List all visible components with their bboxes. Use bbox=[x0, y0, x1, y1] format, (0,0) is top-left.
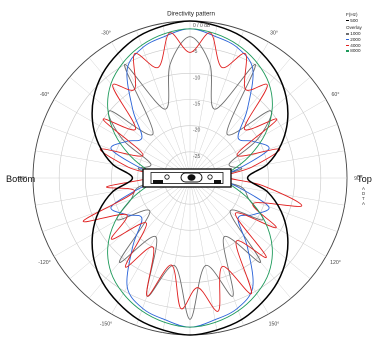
chart-text: Directivity pattern Bottom Top 0 / 0 dB -… bbox=[6, 11, 372, 328]
series-line-500 bbox=[91, 20, 289, 336]
angle-tick-label: 60° bbox=[332, 92, 340, 98]
legend-main-series: 500 bbox=[346, 18, 382, 24]
device-terminal-right bbox=[214, 180, 221, 184]
side-note-letter: T bbox=[362, 196, 365, 201]
radial-tick-label: -5 bbox=[193, 49, 198, 55]
legend-title: F(Hz) bbox=[346, 12, 358, 17]
series-lines bbox=[82, 20, 303, 336]
legend-swatch bbox=[346, 19, 349, 22]
series-line-8000 bbox=[107, 28, 273, 328]
grid-spoke-320 bbox=[88, 57, 191, 179]
grid-spoke-310 bbox=[69, 76, 191, 179]
legend-item: 8000 bbox=[346, 48, 382, 54]
legend-swatch bbox=[346, 44, 349, 47]
polar-grid bbox=[32, 20, 348, 336]
angle-tick-label: 30° bbox=[270, 31, 278, 37]
legend-subtitle: Overlay bbox=[346, 25, 362, 31]
radial-tick-label: -10 bbox=[193, 75, 200, 81]
grid-spoke-350 bbox=[162, 23, 191, 179]
microphone-drawing bbox=[142, 168, 232, 188]
device-connector-left bbox=[164, 174, 170, 180]
angle-tick-label: 90° bbox=[354, 176, 362, 182]
grid-spoke-150 bbox=[189, 177, 269, 315]
grid-spoke-210 bbox=[111, 177, 191, 315]
grid-spoke-10 bbox=[189, 23, 218, 179]
angle-tick-label: -150° bbox=[100, 321, 112, 327]
legend-label: 1000 bbox=[350, 31, 361, 37]
device-terminal-left bbox=[153, 180, 163, 184]
legend-item: 500 bbox=[346, 18, 382, 24]
grid-spoke-190 bbox=[162, 177, 191, 333]
grid-spoke-160 bbox=[189, 177, 244, 326]
angle-tick-label: -30° bbox=[101, 31, 111, 37]
legend-item: 2000 bbox=[346, 37, 382, 43]
legend-label: 2000 bbox=[350, 36, 361, 42]
grid-spoke-240 bbox=[53, 177, 191, 257]
grid-spoke-220 bbox=[88, 177, 191, 299]
angle-tick-label: 120° bbox=[330, 260, 341, 266]
legend-label: 500 bbox=[350, 17, 358, 23]
side-label-top: Top bbox=[357, 174, 372, 184]
grid-spoke-340 bbox=[136, 30, 191, 179]
grid-spoke-120 bbox=[189, 177, 327, 257]
grid-spoke-130 bbox=[189, 177, 311, 280]
legend-swatch bbox=[346, 50, 349, 52]
grid-spoke-200 bbox=[136, 177, 191, 326]
legend-overlay-series: 1000 2000 4000 8000 bbox=[346, 31, 382, 54]
legend-item: 1000 bbox=[346, 31, 382, 37]
grid-spoke-40 bbox=[189, 57, 292, 179]
series-line-4000 bbox=[82, 32, 303, 312]
radial-tick-label: 0 / 0 dB bbox=[193, 23, 211, 29]
series-line-1000 bbox=[108, 36, 272, 320]
grid-spoke-20 bbox=[189, 30, 244, 179]
angle-tick-label: 150° bbox=[269, 321, 280, 327]
device-connector-right bbox=[207, 174, 213, 180]
grid-spoke-50 bbox=[189, 76, 311, 179]
side-label-bottom: Bottom bbox=[6, 174, 35, 184]
legend-label: 8000 bbox=[350, 48, 361, 54]
grid-spoke-230 bbox=[69, 177, 191, 280]
chart-title: Directivity pattern bbox=[167, 11, 215, 18]
angle-tick-label: -60° bbox=[40, 92, 50, 98]
radial-tick-label: -20 bbox=[193, 128, 200, 134]
side-note-letter: A bbox=[362, 186, 365, 191]
legend-swatch bbox=[346, 39, 349, 41]
radial-tick-label: -25 bbox=[193, 154, 200, 160]
grid-spoke-140 bbox=[189, 177, 292, 299]
angle-tick-label: -120° bbox=[38, 260, 50, 266]
legend: F(Hz) 500 Overlay 1000 2000 4000 8000 bbox=[346, 12, 382, 54]
side-note-letter: D bbox=[362, 191, 365, 196]
legend-label: 4000 bbox=[350, 42, 361, 48]
side-note-letter: A bbox=[362, 201, 365, 206]
legend-item: 4000 bbox=[346, 43, 382, 49]
legend-swatch bbox=[346, 33, 349, 35]
angle-tick-label: -90° bbox=[17, 176, 27, 182]
radial-tick-label: -15 bbox=[193, 102, 200, 108]
device-capsule-knob bbox=[187, 174, 196, 181]
